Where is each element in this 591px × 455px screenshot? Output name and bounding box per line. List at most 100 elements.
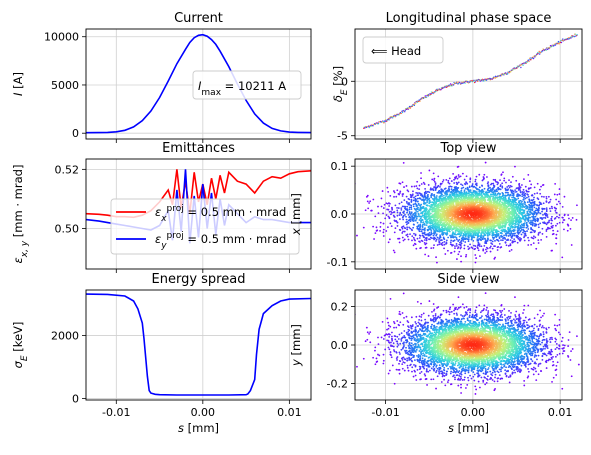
beam-point — [544, 216, 546, 219]
beam-point — [527, 194, 529, 196]
beam-point — [527, 173, 530, 176]
beam-point — [505, 229, 507, 232]
phase-point — [416, 101, 419, 104]
beam-point — [430, 196, 433, 199]
beam-point — [469, 243, 471, 246]
phase-point — [435, 90, 437, 93]
beam-point — [482, 248, 485, 251]
beam-point — [467, 240, 470, 243]
beam-point — [428, 169, 431, 172]
beam-point — [392, 249, 395, 252]
beam-point — [510, 207, 512, 210]
beam-point — [452, 231, 454, 233]
beam-point — [410, 206, 413, 209]
beam-point — [423, 193, 426, 196]
beam-point — [516, 229, 519, 231]
beam-point — [427, 233, 430, 235]
beam-point — [402, 214, 405, 217]
beam-point — [482, 249, 485, 252]
beam-point — [527, 190, 530, 193]
beam-point — [467, 245, 469, 248]
beam-point — [492, 182, 495, 185]
beam-point — [404, 213, 406, 216]
beam-point — [537, 211, 540, 214]
y-tick-label: 0 — [341, 75, 348, 88]
beam-point — [438, 206, 440, 209]
beam-point — [538, 204, 540, 207]
phase-point — [409, 107, 412, 109]
annotation-box: Imax = 10211 A — [192, 70, 302, 100]
beam-point — [365, 195, 368, 198]
beam-point — [457, 187, 460, 189]
beam-point — [487, 181, 490, 184]
beam-point — [519, 189, 522, 192]
beam-point — [385, 214, 388, 216]
beam-point — [424, 202, 427, 205]
beam-point — [523, 235, 526, 237]
beam-point — [410, 185, 413, 188]
beam-point — [444, 232, 447, 234]
beam-point — [429, 236, 432, 239]
beam-point — [458, 235, 461, 238]
beam-point — [495, 202, 498, 205]
beam-point — [386, 226, 389, 229]
beam-point — [522, 231, 524, 234]
beam-point — [416, 215, 419, 218]
beam-point — [428, 231, 431, 234]
beam-point — [433, 177, 436, 180]
beam-point — [445, 178, 448, 181]
beam-point — [385, 230, 388, 232]
beam-point — [507, 244, 510, 247]
beam-point — [458, 238, 461, 241]
beam-point — [468, 199, 470, 202]
beam-point — [426, 204, 429, 207]
beam-point — [455, 243, 458, 245]
beam-point — [530, 199, 533, 202]
annotation-text: Imax = 10211 A — [198, 79, 286, 98]
beam-point — [556, 230, 559, 233]
beam-point — [424, 253, 427, 256]
beam-point — [545, 228, 548, 231]
beam-point — [452, 173, 455, 175]
beam-point — [521, 206, 524, 209]
beam-point — [461, 224, 464, 226]
beam-point — [483, 173, 486, 176]
beam-point — [504, 189, 507, 192]
beam-point — [517, 204, 520, 207]
beam-point — [453, 194, 455, 197]
beam-point — [388, 216, 391, 219]
beam-point — [471, 183, 474, 185]
beam-point — [526, 210, 529, 213]
phase-point — [534, 56, 536, 58]
beam-point — [441, 244, 444, 247]
beam-point — [491, 195, 493, 198]
beam-point — [445, 241, 448, 244]
beam-point — [446, 196, 449, 199]
beam-point — [407, 222, 410, 224]
beam-point — [419, 223, 422, 226]
beam-point — [443, 222, 445, 224]
legend: ⟸ Head — [362, 36, 444, 64]
beam-point — [476, 188, 478, 191]
beam-point — [414, 203, 416, 205]
beam-point — [398, 237, 401, 240]
beam-point — [474, 247, 477, 250]
beam-point — [364, 209, 367, 212]
beam-point — [575, 218, 578, 221]
beam-point — [548, 219, 551, 222]
beam-point — [562, 219, 565, 221]
beam-point — [464, 241, 467, 243]
phase-point — [436, 88, 438, 90]
beam-point — [460, 255, 462, 258]
beam-point — [402, 212, 405, 214]
beam-point — [528, 211, 531, 213]
beam-point — [504, 234, 507, 236]
beam-point — [506, 186, 509, 188]
beam-point — [460, 183, 462, 186]
beam-point — [545, 208, 548, 211]
beam-point — [393, 195, 395, 198]
beam-point — [519, 205, 522, 208]
beam-point — [492, 219, 495, 222]
phase-point — [425, 96, 428, 98]
beam-point — [410, 201, 413, 203]
